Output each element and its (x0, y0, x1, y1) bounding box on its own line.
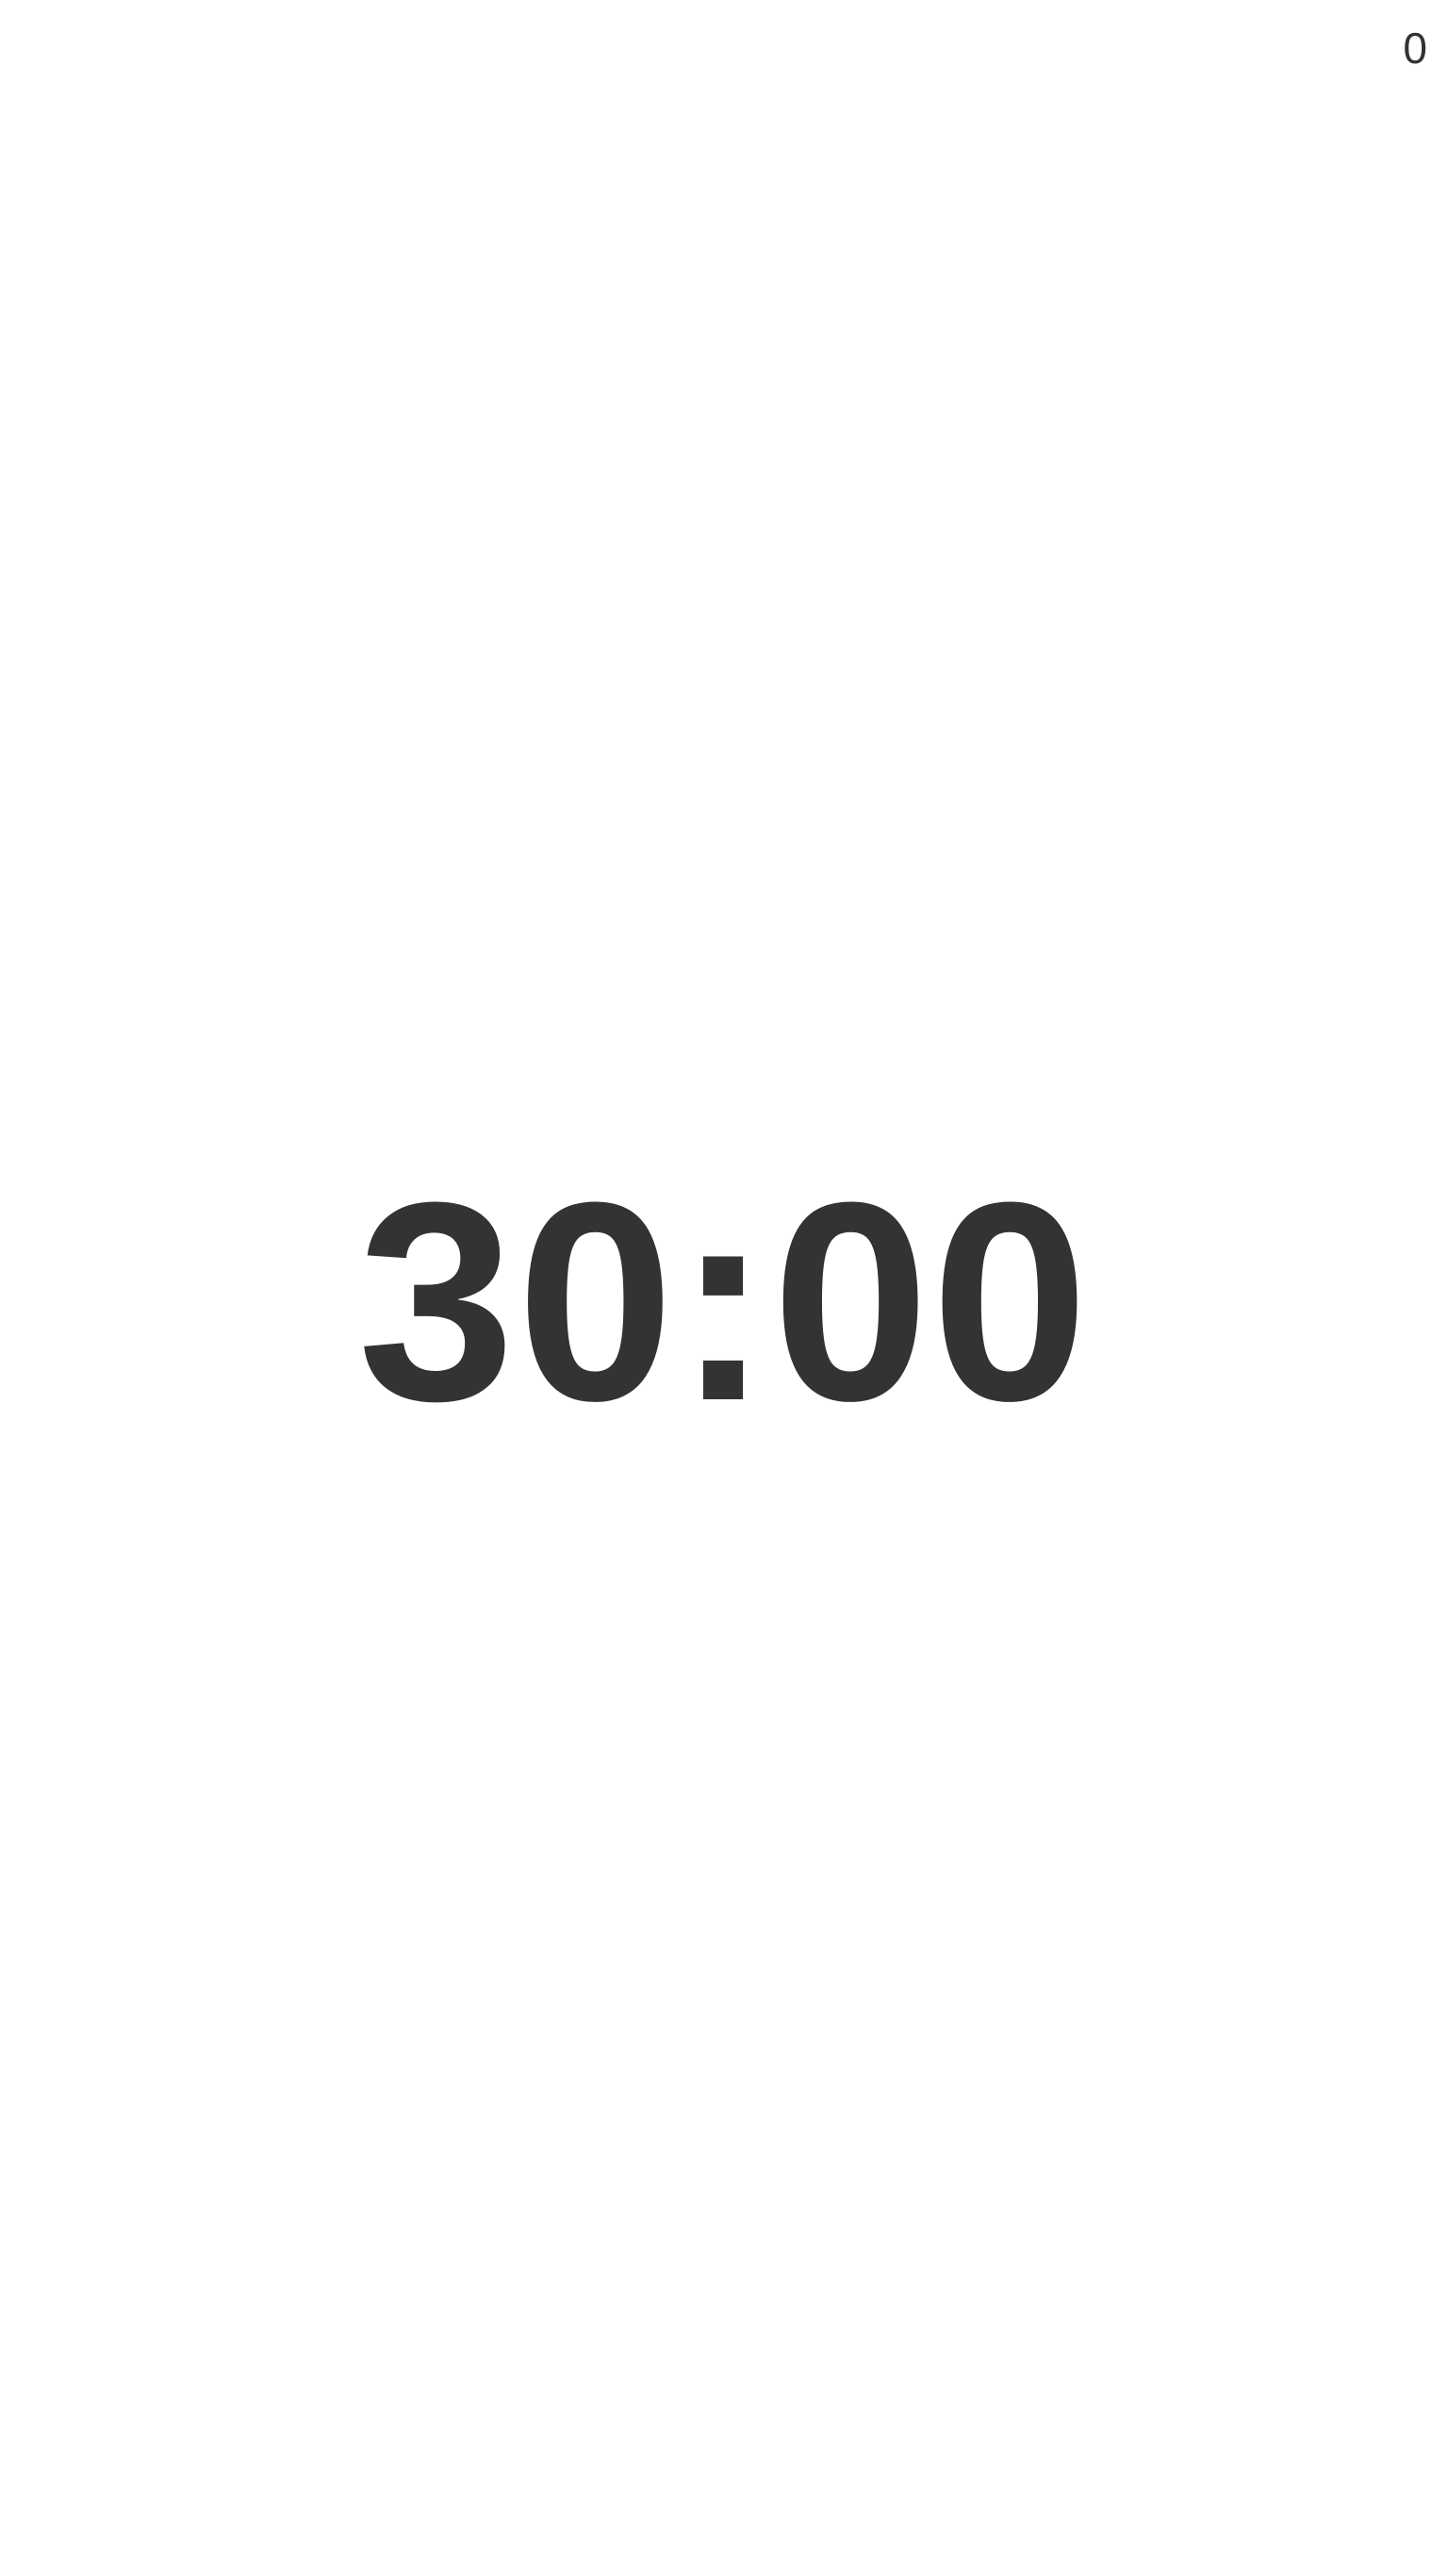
session-counter: 0 (1403, 24, 1427, 73)
countdown-timer-display[interactable]: 30:00 (357, 1143, 1091, 1460)
